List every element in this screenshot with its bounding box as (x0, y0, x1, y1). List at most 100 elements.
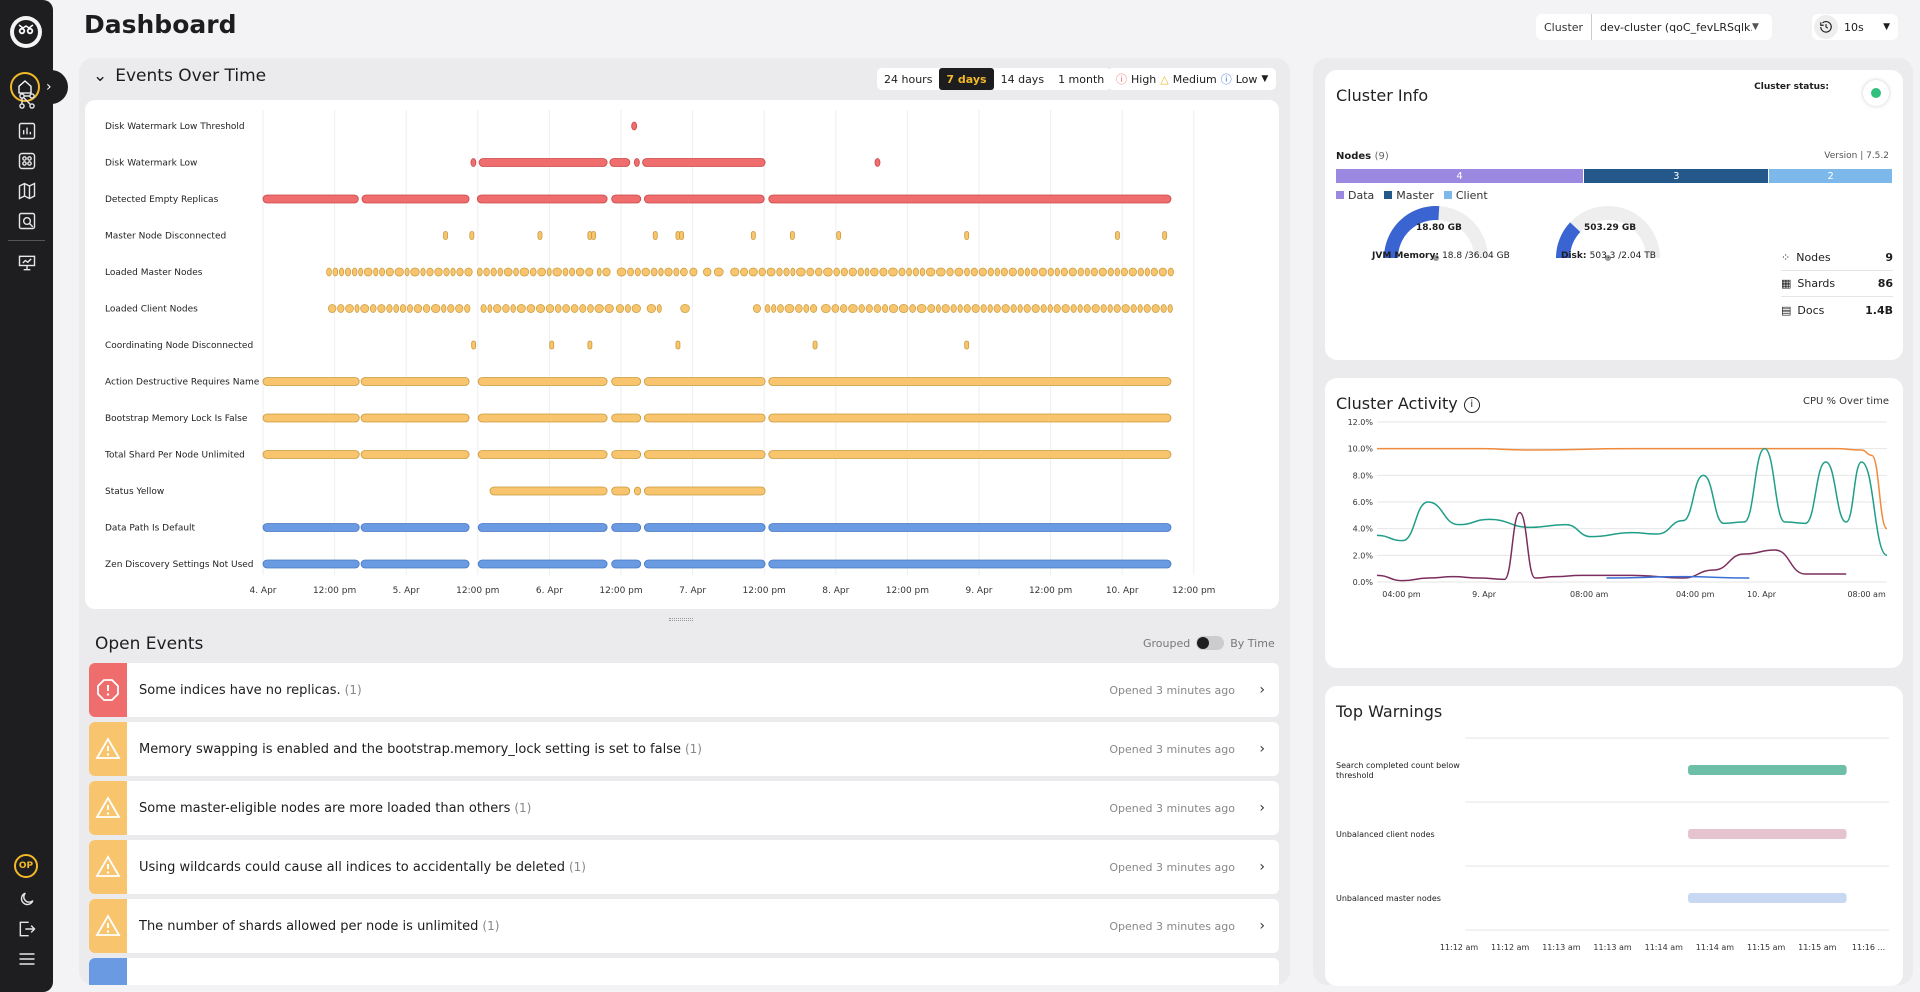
open-event-row[interactable]: Memory swapping is enabled and the boots… (89, 722, 1279, 776)
sidebar-item-indices[interactable] (12, 146, 41, 175)
jvm-memory-center: 18.80 GB (1416, 223, 1462, 233)
timeline-event-dot (1158, 267, 1167, 277)
moon-icon (20, 892, 33, 905)
timeline-event-dot (487, 304, 493, 313)
timeline-event-dot (936, 304, 941, 313)
timeline-event-dot (358, 267, 363, 277)
open-event-row[interactable] (89, 958, 1279, 985)
chevron-right-icon[interactable]: › (1259, 859, 1265, 875)
timeline-event-dot (549, 340, 555, 350)
timeline-event-span (768, 194, 1172, 204)
sidebar-item-nodes[interactable] (12, 86, 41, 115)
cpu-y-tick-label: 8.0% (1353, 471, 1374, 480)
timeline-tick-label: 12:00 pm (1172, 586, 1215, 596)
timeline-event-dot (1083, 304, 1091, 313)
timeline-tick-label: 12:00 pm (886, 586, 929, 596)
open-event-time: Opened 3 minutes ago (1109, 742, 1235, 756)
warnings-x-tick-label: 11:14 am (1696, 943, 1735, 952)
timeline-event-dot (815, 267, 823, 277)
timeline-tick-label: 9. Apr (965, 586, 992, 596)
timeline-event-dot (627, 267, 635, 277)
range-7d[interactable]: 7 days (939, 68, 994, 90)
timeline-event-span (478, 158, 608, 167)
open-event-text: Using wildcards could cause all indices … (139, 859, 565, 875)
sidebar-item-theme[interactable] (12, 884, 41, 913)
info-icon[interactable]: i (1463, 396, 1480, 413)
timeline-event-span (874, 158, 881, 167)
severity-filter[interactable]: ⓘ High △ Medium ⓘ Low ▼ (1108, 68, 1277, 90)
timeline-event-dot (1054, 267, 1060, 277)
owl-logo-icon (14, 20, 38, 44)
timeline-event-dot (1114, 267, 1120, 277)
open-event-row[interactable]: Using wildcards could cause all indices … (89, 840, 1279, 894)
timeline-event-dot (980, 304, 987, 313)
user-avatar[interactable]: OP (14, 854, 38, 878)
sidebar-item-map[interactable] (12, 176, 41, 205)
open-event-row[interactable]: Some indices have no replicas. (1) Opened … (89, 663, 1279, 717)
resize-handle[interactable] (669, 618, 693, 621)
timeline-event-dot (1098, 267, 1107, 277)
cluster-select[interactable]: Cluster dev-cluster (qoC_fevLRSqlk... ▼ (1536, 14, 1772, 40)
refresh-interval-select[interactable]: 10s ▼ (1812, 14, 1898, 40)
sidebar-item-presentation[interactable] (12, 248, 41, 277)
chevron-right-icon[interactable]: › (1259, 800, 1265, 816)
timeline-event-span (643, 194, 765, 204)
sidebar-item-dashboard[interactable]: › (6, 70, 68, 104)
timeline-event-dot (1023, 304, 1031, 313)
chevron-right-icon[interactable]: › (1259, 741, 1265, 757)
range-14d[interactable]: 14 days (1000, 72, 1045, 86)
sidebar-item-metrics[interactable] (12, 116, 41, 145)
timeline-event-span (489, 486, 608, 496)
grouping-toggle[interactable]: Grouped By Time (1143, 636, 1275, 650)
range-1m[interactable]: 1 month (1058, 72, 1105, 86)
events-over-time-header[interactable]: ⌄ Events Over Time (93, 66, 266, 86)
timeline-event-dot (758, 267, 766, 277)
timeline-event-dot (964, 231, 970, 240)
timeline-row-label: Loaded Client Nodes (105, 305, 198, 315)
timeline-tick-label: 12:00 pm (743, 586, 786, 596)
timeline-event-dot (1137, 267, 1144, 277)
warning-category-label: Unbalanced client nodes (1336, 830, 1435, 839)
timeline-event-dot (337, 304, 345, 313)
timeline-event-dot (812, 340, 818, 350)
timeline-event-dot (906, 267, 912, 277)
timeline-event-dot (1113, 304, 1121, 313)
cpu-x-tick-label: 04:00 pm (1382, 590, 1421, 599)
timeline-row-label: Status Yellow (105, 487, 164, 497)
open-event-text: Some indices have no replicas. (139, 682, 341, 698)
top-warnings-title: Top Warnings (1336, 702, 1443, 721)
nodes-legend: Data Master Client (1336, 189, 1488, 202)
toggle-switch[interactable] (1196, 636, 1225, 650)
timeline-tick-label: 4. Apr (249, 586, 276, 596)
sidebar-item-logout[interactable] (12, 914, 41, 943)
timeline-event-dot (750, 231, 756, 240)
timeline-event-dot (790, 267, 796, 277)
sidebar-item-menu[interactable] (12, 944, 41, 973)
cpu-y-tick-label: 6.0% (1353, 498, 1374, 507)
timeline-event-dot (447, 304, 455, 313)
grid-icon (18, 152, 35, 169)
timeline-event-dot (675, 340, 681, 350)
cpu-x-tick-label: 04:00 pm (1676, 590, 1715, 599)
chevron-right-icon[interactable]: › (1259, 918, 1265, 934)
caret-down-icon: ▼ (1883, 22, 1890, 32)
nodes-legend-item: Client (1443, 189, 1488, 202)
open-event-row[interactable]: Some master-eligible nodes are more load… (89, 781, 1279, 835)
timeline-event-span (611, 523, 642, 532)
timeline-event-dot (431, 304, 441, 313)
timeline-event-dot (1030, 267, 1038, 277)
sidebar-item-analysis[interactable] (12, 206, 41, 235)
timeline-event-dot (1100, 304, 1107, 313)
open-event-text: Memory swapping is enabled and the boots… (139, 741, 681, 757)
timeline-event-dot (579, 304, 587, 313)
open-event-row[interactable]: The number of shards allowed per node is… (89, 899, 1279, 953)
timeline-event-dot (1017, 304, 1023, 313)
timeline-event-dot (898, 304, 909, 313)
timeline-event-dot (1000, 267, 1008, 277)
chevron-right-icon[interactable]: › (1259, 682, 1265, 698)
warning-category-label: Search completed count below (1336, 761, 1460, 770)
timeline-event-dot (529, 267, 537, 277)
timeline-event-span (262, 194, 359, 204)
cpu-y-tick-label: 4.0% (1353, 525, 1374, 534)
range-24h[interactable]: 24 hours (884, 72, 933, 86)
